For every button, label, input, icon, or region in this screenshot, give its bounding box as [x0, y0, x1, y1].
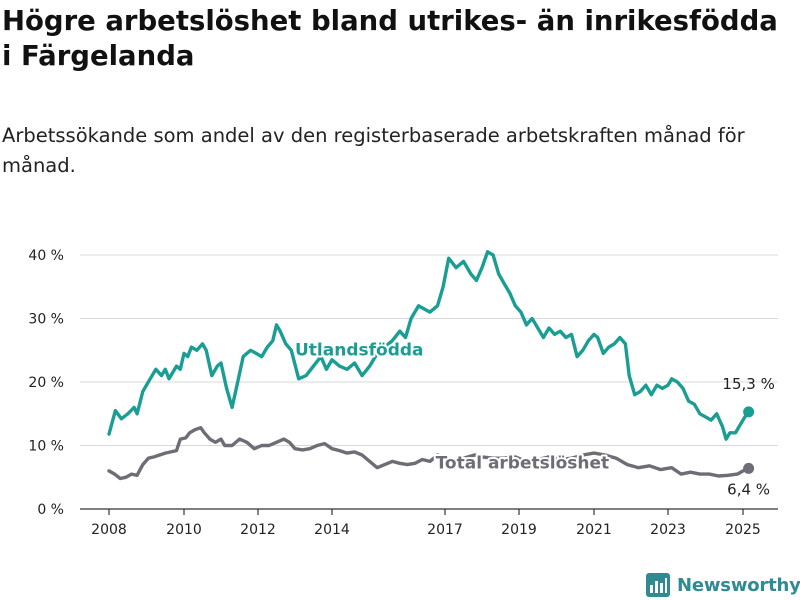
x-tick-label: 2025: [725, 522, 761, 538]
x-tick-label: 2012: [240, 522, 276, 538]
chart-title: Högre arbetslöshet bland utrikes- än inr…: [2, 5, 778, 72]
x-tick-label: 2008: [91, 522, 127, 538]
x-tick-label: 2010: [166, 522, 202, 538]
x-tick-label: 2023: [650, 522, 686, 538]
x-tick-label: 2014: [314, 522, 350, 538]
newsworthy-chart-icon: [646, 573, 670, 597]
end-point-total: [743, 462, 755, 474]
end-label-utlandsfodda: 15,3 %: [722, 375, 774, 393]
x-tick-label: 2017: [427, 522, 463, 538]
y-tick-label: 10 %: [28, 439, 64, 455]
series-label-utlandsfodda: Utlandsfödda: [295, 340, 424, 360]
end-label-total: 6,4 %: [727, 480, 770, 498]
y-tick-label: 30 %: [28, 312, 64, 328]
end-point-utlandsfodda: [743, 406, 755, 418]
chart-subtitle: Arbetssökande som andel av den registerb…: [2, 124, 745, 177]
x-tick-label: 2019: [501, 522, 537, 538]
brand-name: Newsworthy: [677, 574, 800, 596]
y-tick-label: 40 %: [28, 248, 64, 264]
series-line-utlandsfodda: [107, 250, 751, 441]
series-label-total: Total arbetslöshet: [436, 453, 610, 473]
newsworthy-logo: Newsworthy: [645, 570, 800, 600]
y-tick-label: 20 %: [28, 375, 64, 391]
x-tick-label: 2021: [576, 522, 612, 538]
y-tick-label: 0 %: [37, 502, 64, 518]
series-line-total: [107, 426, 751, 481]
